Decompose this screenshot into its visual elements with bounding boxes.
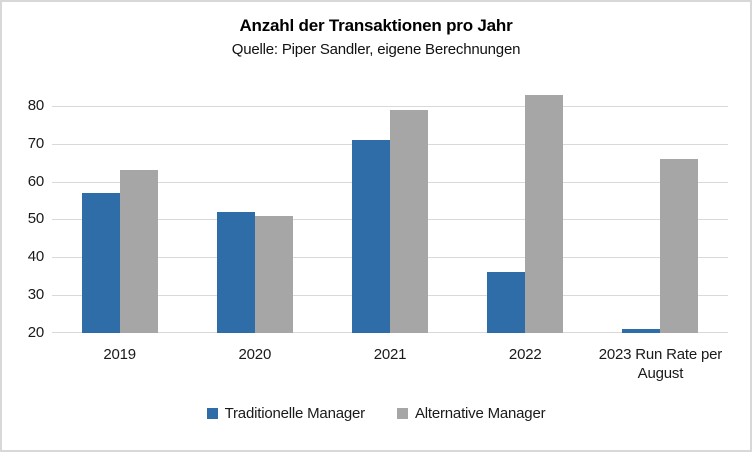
y-tick-label: 50	[27, 210, 44, 228]
y-tick-label: 80	[27, 96, 44, 114]
y-tick-label: 40	[27, 248, 44, 266]
bar	[525, 94, 564, 333]
chart-title: Anzahl der Transaktionen pro Jahr	[239, 16, 513, 35]
bar	[216, 211, 255, 333]
gridline	[52, 106, 728, 107]
bar	[254, 215, 293, 333]
chart-subtitle: Quelle: Piper Sandler, eigene Berechnung…	[231, 41, 521, 58]
legend-item-traditionelle-manager: Traditionelle Manager	[206, 405, 366, 422]
bar	[660, 158, 699, 333]
legend-item-alternative-manager: Alternative Manager	[396, 405, 546, 422]
legend: Traditionelle Manager Alternative Manage…	[2, 405, 750, 422]
x-tick-label: 2021	[373, 346, 407, 363]
y-tick-label: 70	[27, 134, 44, 152]
legend-swatch-alternative-icon	[396, 408, 408, 419]
x-tick-label: 2019	[103, 346, 136, 363]
y-axis: 20 30 40 50 60 70 80	[2, 87, 44, 341]
x-tick-label: 2022	[508, 346, 542, 363]
bar	[352, 139, 390, 333]
bar	[622, 329, 661, 333]
x-axis: 2019 2020 2021 2022 2023 Run Rate per August	[52, 345, 728, 383]
legend-label-alternative: Alternative Manager	[414, 405, 546, 422]
x-tick-label: 2023 Run Rate per August	[598, 346, 723, 382]
legend-swatch-traditionelle-icon	[206, 408, 218, 419]
y-tick-label: 60	[27, 172, 44, 190]
plot-area	[52, 87, 728, 333]
legend-label-traditionelle: Traditionelle Manager	[224, 405, 366, 422]
x-tick-label: 2020	[238, 346, 272, 363]
y-tick-label: 30	[27, 286, 44, 304]
bar	[119, 170, 158, 333]
bar	[81, 192, 120, 333]
bar	[390, 109, 428, 333]
y-tick-label: 20	[27, 324, 44, 341]
bar	[487, 272, 526, 333]
